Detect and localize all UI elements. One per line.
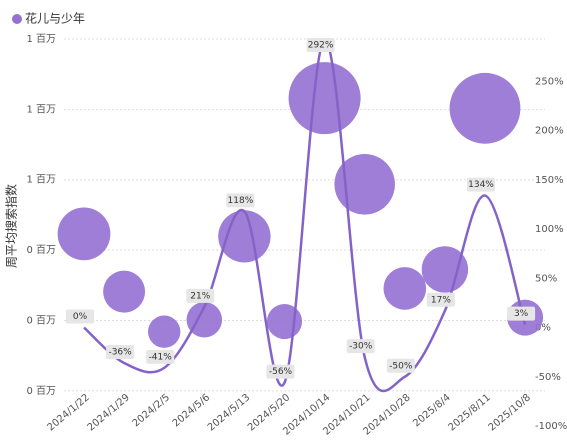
bubble — [383, 267, 427, 310]
bubble — [186, 301, 223, 338]
data-label: 17% — [431, 295, 451, 305]
y-tick-label: 1 百万 — [26, 33, 56, 45]
data-label: 21% — [190, 291, 210, 301]
label-box — [186, 288, 215, 303]
x-tick-label: 2025/8/11 — [447, 392, 493, 433]
data-label: -41% — [149, 352, 173, 362]
label-box — [226, 193, 255, 208]
data-label: 0% — [73, 312, 88, 322]
y2-tick-label: 200% — [535, 126, 564, 137]
y-tick-label: 1 百万 — [26, 103, 56, 115]
label-box — [467, 177, 495, 192]
label-box — [266, 364, 295, 379]
label-box — [386, 358, 415, 373]
label-box — [66, 309, 94, 324]
label-box — [507, 306, 536, 321]
x-tick-label: 2024/5/13 — [206, 392, 252, 433]
bubble — [288, 62, 361, 135]
bubble — [103, 270, 146, 313]
label-box — [106, 344, 135, 359]
label-box — [146, 349, 175, 364]
legend-marker — [12, 14, 22, 24]
y-tick-label: 0 百万 — [26, 244, 56, 256]
label-box — [306, 38, 335, 52]
data-label: -30% — [349, 342, 373, 352]
y-axis-title: 周平均搜索指数 — [4, 184, 19, 268]
data-label: 292% — [308, 41, 334, 51]
y2-tick-label: -100% — [535, 421, 567, 432]
x-tick-label: 2024/1/22 — [46, 392, 92, 433]
y-tick-label: 0 百万 — [26, 385, 56, 397]
data-label: -36% — [108, 347, 132, 357]
data-label: 134% — [468, 180, 494, 190]
y-tick-label: 1 百万 — [26, 174, 56, 186]
bubble — [449, 72, 521, 144]
y2-tick-label: -50% — [535, 372, 561, 383]
x-tick-label: 2024/1/29 — [86, 392, 132, 433]
y2-tick-label: 50% — [535, 273, 557, 284]
data-label: 3% — [514, 309, 529, 319]
x-tick-label: 2024/2/5 — [131, 392, 172, 429]
y2-tick-label: 100% — [535, 224, 564, 235]
legend-label: 花儿与少年 — [25, 11, 85, 26]
y2-tick-label: 0% — [535, 323, 551, 334]
bubble — [266, 303, 303, 340]
x-tick-label: 2025/10/8 — [487, 392, 533, 433]
bubble — [334, 154, 395, 215]
data-label: -56% — [269, 367, 293, 377]
label-box — [426, 292, 455, 307]
y2-tick-label: 150% — [535, 175, 564, 186]
bubble — [421, 246, 469, 293]
y2-tick-label: 250% — [535, 76, 564, 87]
data-label: 118% — [228, 196, 254, 206]
y-tick-label: 0 百万 — [26, 314, 56, 326]
bubble — [148, 315, 181, 348]
data-label: -50% — [389, 361, 413, 371]
bubble — [57, 207, 111, 261]
label-box — [346, 339, 375, 354]
